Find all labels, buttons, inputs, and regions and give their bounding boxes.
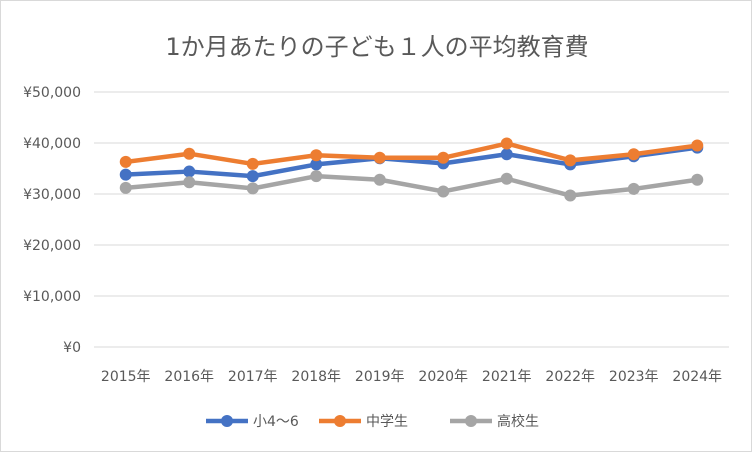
data-point	[183, 165, 196, 178]
data-point	[500, 172, 513, 185]
data-point	[437, 151, 450, 164]
legend-marker	[221, 415, 233, 427]
legend-label: 高校生	[497, 413, 539, 430]
y-tick-label: ¥0	[63, 340, 81, 356]
x-tick-label: 2019年	[355, 369, 405, 385]
x-tick-label: 2018年	[291, 369, 341, 385]
x-tick-label: 2016年	[164, 369, 214, 385]
x-tick-label: 2020年	[418, 369, 468, 385]
x-tick-label: 2022年	[545, 369, 595, 385]
y-tick-label: ¥50,000	[23, 85, 81, 101]
data-point	[564, 189, 577, 202]
legend-marker	[334, 415, 346, 427]
data-point	[500, 137, 513, 150]
y-tick-label: ¥10,000	[23, 289, 81, 305]
data-point	[310, 170, 323, 183]
x-tick-label: 2017年	[228, 369, 278, 385]
data-point	[373, 151, 386, 164]
data-point	[627, 182, 640, 195]
data-point	[500, 148, 513, 161]
legend-marker	[465, 415, 477, 427]
data-point	[183, 176, 196, 189]
chart-title: 1か月あたりの子ども１人の平均教育費	[165, 33, 588, 61]
data-point	[119, 181, 132, 194]
data-point	[246, 182, 259, 195]
data-point	[119, 168, 132, 181]
series-line	[125, 145, 698, 179]
data-point	[246, 170, 259, 183]
data-point	[627, 148, 640, 161]
x-tick-label: 2015年	[101, 369, 151, 385]
series-line	[125, 173, 698, 198]
data-point	[691, 173, 704, 186]
y-tick-label: ¥30,000	[23, 187, 81, 203]
data-point	[119, 155, 132, 168]
data-point	[437, 185, 450, 198]
x-tick-label: 2024年	[672, 369, 722, 385]
legend-label: 小4〜6	[253, 414, 299, 430]
legend-label: 中学生	[366, 414, 408, 430]
data-point	[564, 154, 577, 167]
x-tick-label: 2021年	[482, 369, 532, 385]
data-point	[310, 158, 323, 171]
series-line	[125, 141, 698, 167]
data-point	[183, 147, 196, 160]
data-point	[246, 157, 259, 170]
x-tick-label: 2023年	[609, 369, 659, 385]
data-point	[373, 173, 386, 186]
data-point	[691, 139, 704, 152]
y-tick-label: ¥20,000	[23, 238, 81, 254]
data-point	[310, 149, 323, 162]
y-tick-label: ¥40,000	[23, 136, 81, 152]
